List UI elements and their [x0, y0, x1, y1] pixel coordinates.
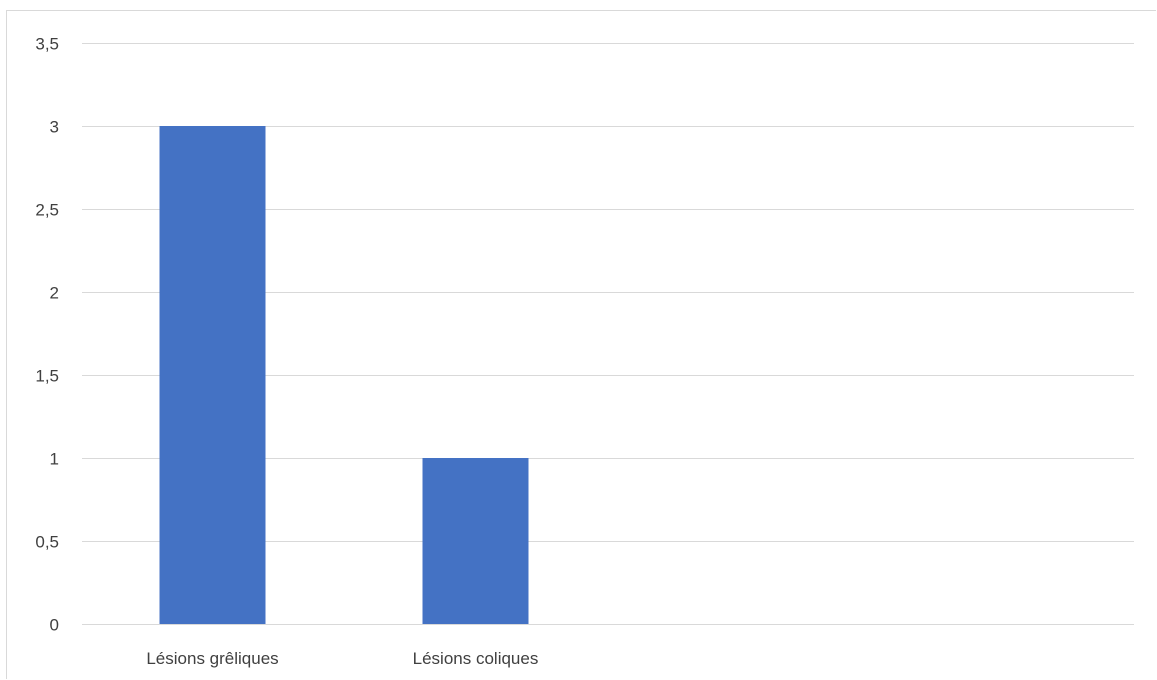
- y-tick-label: 0,5: [35, 533, 59, 552]
- y-tick-label: 1: [50, 450, 59, 469]
- y-tick-label: 1,5: [35, 367, 59, 386]
- x-category-label: Lésions grêliques: [146, 649, 278, 668]
- y-tick-label: 3: [50, 118, 59, 137]
- y-axis-tick-labels: 0 0,5 1 1,5 2 2,5 3 3,5: [35, 35, 59, 635]
- y-tick-label: 3,5: [35, 35, 59, 54]
- x-axis-category-labels: Lésions grêliques Lésions coliques: [146, 649, 538, 668]
- y-tick-label: 0: [50, 616, 59, 635]
- bars: [159, 126, 529, 624]
- bar: [422, 458, 529, 624]
- y-tick-label: 2: [50, 284, 59, 303]
- bar: [159, 126, 266, 624]
- x-category-label: Lésions coliques: [413, 649, 539, 668]
- y-tick-label: 2,5: [35, 201, 59, 220]
